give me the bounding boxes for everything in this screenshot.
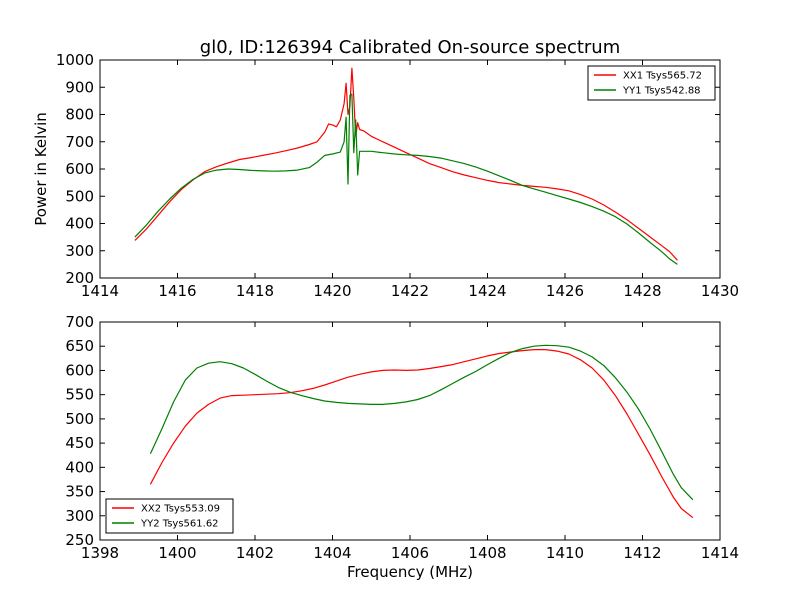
legend-box: [105, 498, 234, 534]
y-tick-label: 550: [65, 386, 94, 404]
y-tick-label: 300: [65, 507, 94, 525]
x-tick-label: 1416: [158, 282, 196, 300]
x-tick-label: 1414: [701, 544, 739, 562]
y-tick-label: 600: [65, 160, 94, 178]
y-tick-label: 900: [65, 78, 94, 96]
x-tick-label: 1428: [623, 282, 661, 300]
x-tick-label: 1402: [236, 544, 274, 562]
legend-label: YY1 Tsys542.88: [622, 86, 701, 97]
y-tick-label: 600: [65, 361, 94, 379]
legend-label: XX2 Tsys553.09: [141, 504, 220, 515]
x-tick-label: 1404: [313, 544, 351, 562]
y-tick-label: 250: [65, 531, 94, 549]
x-tick-label: 1410: [546, 544, 584, 562]
x-tick-label: 1400: [158, 544, 196, 562]
y-tick-label: 400: [65, 458, 94, 476]
series-line-1-1: [134, 67, 678, 261]
y-tick-label: 450: [65, 434, 94, 452]
x-tick-label: 1398: [81, 544, 119, 562]
legend-label: YY2 Tsys561.62: [140, 519, 219, 530]
figure-title: gl0, ID:126394 Calibrated On-source spec…: [200, 37, 620, 58]
y-tick-label: 700: [65, 133, 94, 151]
x-tick-label: 1414: [81, 282, 119, 300]
x-tick-label: 1418: [236, 282, 274, 300]
y-tick-label: 300: [65, 242, 94, 260]
legend-label: XX1 Tsys565.72: [623, 71, 702, 82]
x-tick-label: 1420: [313, 282, 351, 300]
chart-panel-2: 1398 1400 1402 1404 1406 1408 1410 1412 1414 250 3…: [65, 313, 739, 562]
panels: 1414 1416 1418 1420 1422 1424 1426 1428 1430 200 3…: [32, 51, 739, 562]
x-tick-label: 1406: [391, 544, 429, 562]
chart-panel-1: 1414 1416 1418 1420 1422 1424 1426 1428 1430 200 3…: [32, 51, 739, 300]
y-axis-label: Power in Kelvin: [32, 112, 50, 226]
y-tick-label: 400: [65, 215, 94, 233]
legend-1: XX1 Tsys565.72 YY1 Tsys542.88: [587, 65, 716, 101]
y-tick-label: 200: [65, 269, 94, 287]
series-line-2-1: [149, 349, 694, 519]
y-tick-label: 800: [65, 106, 94, 124]
legend-2: XX2 Tsys553.09 YY2 Tsys561.62: [105, 498, 234, 534]
y-tick-label: 350: [65, 483, 94, 501]
legend-box: [587, 65, 716, 101]
x-tick-label: 1424: [468, 282, 506, 300]
x-tick-label: 1430: [701, 282, 739, 300]
x-tick-label: 1408: [468, 544, 506, 562]
y-tick-label: 500: [65, 410, 94, 428]
x-tick-label: 1412: [623, 544, 661, 562]
x-tick-label: 1426: [546, 282, 584, 300]
series-line-1-2: [134, 93, 678, 265]
series-line-2-2: [149, 344, 694, 501]
y-tick-label: 1000: [56, 51, 94, 69]
x-axis-label: Frequency (MHz): [347, 563, 473, 581]
x-tick-label: 1422: [391, 282, 429, 300]
y-tick-label: 650: [65, 337, 94, 355]
y-tick-label: 700: [65, 313, 94, 331]
y-tick-label: 500: [65, 187, 94, 205]
